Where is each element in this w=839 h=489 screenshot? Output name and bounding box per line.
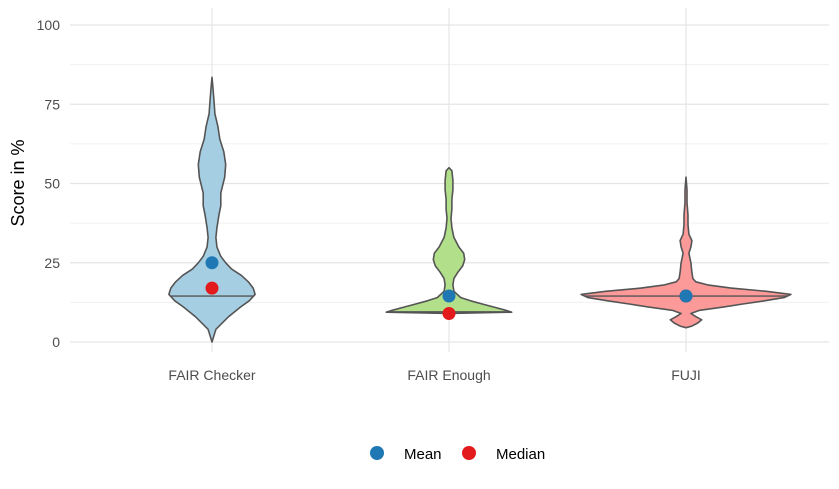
legend-key-mean: [370, 446, 384, 460]
mean-point: [205, 256, 219, 270]
y-tick-label: 75: [44, 96, 60, 112]
legend-label-mean: Mean: [404, 446, 442, 463]
median-point: [442, 306, 456, 320]
legend: Mean Median: [370, 446, 545, 463]
mean-point: [679, 289, 693, 303]
y-tick-label: 0: [52, 334, 60, 350]
violins-layer: [168, 76, 792, 343]
x-tick-label: FAIR Enough: [407, 367, 490, 383]
legend-label-median: Median: [496, 446, 545, 463]
x-axis-ticks: FAIR Checker FAIR Enough FUJI: [168, 367, 700, 383]
y-axis-title: Score in %: [8, 139, 28, 226]
legend-key-median: [462, 446, 476, 460]
y-tick-label: 50: [44, 176, 60, 192]
median-point: [205, 281, 219, 295]
summary-points: [205, 256, 693, 320]
violin-shape: [168, 76, 256, 343]
x-tick-label: FUJI: [671, 367, 701, 383]
y-tick-label: 100: [37, 17, 61, 33]
violin-shape: [580, 176, 792, 329]
y-tick-label: 25: [44, 255, 60, 271]
x-tick-label: FAIR Checker: [168, 367, 255, 383]
mean-point: [442, 289, 456, 303]
y-axis-ticks: 0 25 50 75 100: [37, 17, 61, 350]
violin-shape: [385, 166, 513, 315]
